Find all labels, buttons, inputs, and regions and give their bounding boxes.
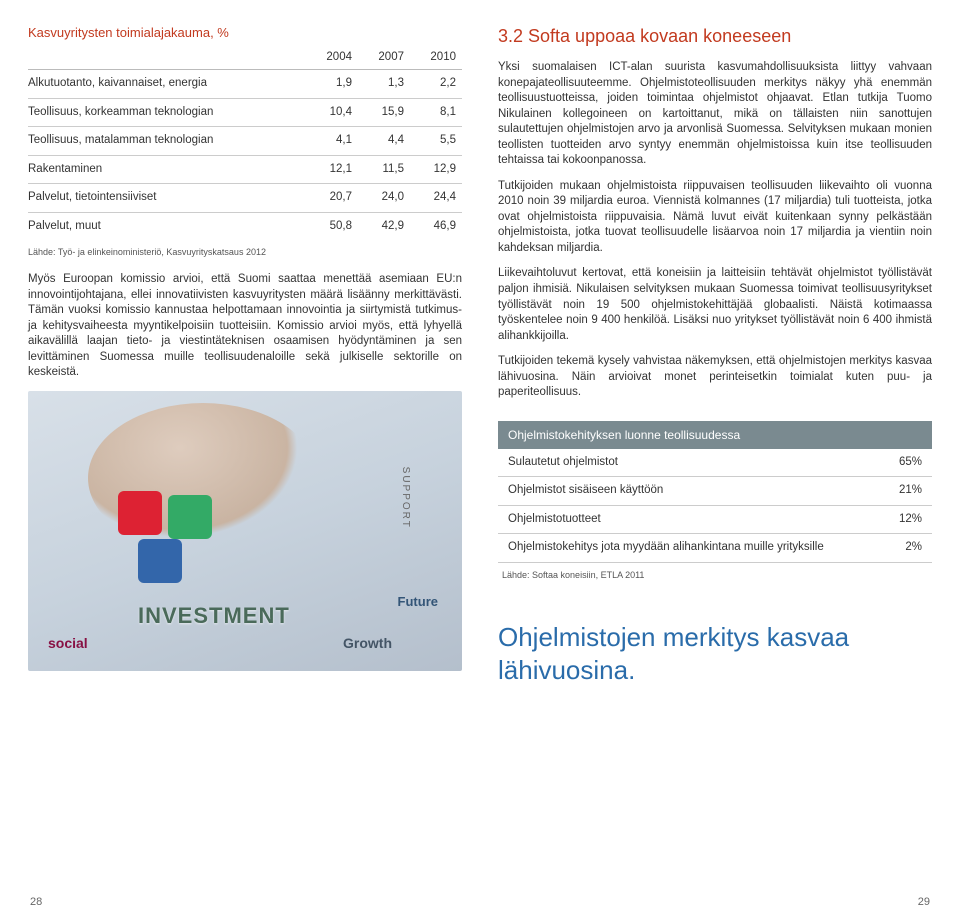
col-2010: 2010: [410, 46, 462, 70]
table-row: Teollisuus, matalamman teknologian 4,1 4…: [28, 127, 462, 156]
table-row: Ohjelmistot sisäiseen käyttöön 21%: [498, 477, 932, 506]
photo-word-growth: Growth: [343, 634, 392, 653]
table-row: Teollisuus, korkeamman teknologian 10,4 …: [28, 98, 462, 127]
table-row: Ohjelmistokehitys jota myydään alihankin…: [498, 534, 932, 563]
right-p2: Tutkijoiden mukaan ohjelmistoista riippu…: [498, 179, 932, 257]
right-column: 3.2 Softa uppoaa kovaan koneeseen Yksi s…: [480, 24, 932, 904]
table-kasvuyritykset: Kasvuyritysten toimialajakauma, % 2004 2…: [28, 24, 462, 240]
table-row: Alkutuotanto, kaivannaiset, energia 1,9 …: [28, 70, 462, 99]
page-number-left: 28: [30, 895, 42, 910]
puzzle-icon: [168, 495, 212, 539]
left-column: Kasvuyritysten toimialajakauma, % 2004 2…: [28, 24, 480, 904]
table2-title: Ohjelmistokehityksen luonne teollisuudes…: [498, 421, 932, 449]
table2-source: Lähde: Softaa koneisiin, ETLA 2011: [498, 563, 932, 581]
table-row: Palvelut, tietointensiiviset 20,7 24,0 2…: [28, 184, 462, 213]
photo-word-social: social: [48, 634, 88, 653]
photo-word-investment: INVESTMENT: [138, 601, 290, 631]
table1-title: Kasvuyritysten toimialajakauma, %: [28, 24, 462, 46]
table-ohjelmistokehitys: Ohjelmistokehityksen luonne teollisuudes…: [498, 421, 932, 581]
table-row: Palvelut, muut 50,8 42,9 46,9: [28, 212, 462, 240]
photo-word-support: SUPPORT: [398, 467, 412, 529]
right-p4: Tutkijoiden tekemä kysely vahvistaa näke…: [498, 354, 932, 401]
table1-source: Lähde: Työ- ja elinkeinoministeriö, Kasv…: [28, 246, 462, 258]
col-2004: 2004: [306, 46, 358, 70]
left-paragraph: Myös Euroopan komissio arvioi, että Suom…: [28, 272, 462, 381]
photo-word-future: Future: [398, 593, 438, 611]
table-row: Sulautetut ohjelmistot 65%: [498, 449, 932, 477]
table1-header-row: 2004 2007 2010: [28, 46, 462, 70]
photo-wrap: INVESTMENT social Growth Future SUPPORT: [28, 391, 462, 904]
right-p3: Liikevaihtoluvut kertovat, että koneisii…: [498, 266, 932, 344]
puzzle-icon: [118, 491, 162, 535]
page-number-right: 29: [918, 895, 930, 910]
table-row: Ohjelmistotuotteet 12%: [498, 505, 932, 534]
puzzle-icon: [138, 539, 182, 583]
table-row: Rakentaminen 12,1 11,5 12,9: [28, 155, 462, 184]
pull-quote: Ohjelmistojen merkitys kasvaa lähivuosin…: [498, 621, 932, 686]
col-2007: 2007: [358, 46, 410, 70]
right-p1: Yksi suomalaisen ICT-alan suurista kasvu…: [498, 60, 932, 169]
section-heading: 3.2 Softa uppoaa kovaan koneeseen: [498, 24, 932, 48]
investment-photo: INVESTMENT social Growth Future SUPPORT: [28, 391, 462, 671]
